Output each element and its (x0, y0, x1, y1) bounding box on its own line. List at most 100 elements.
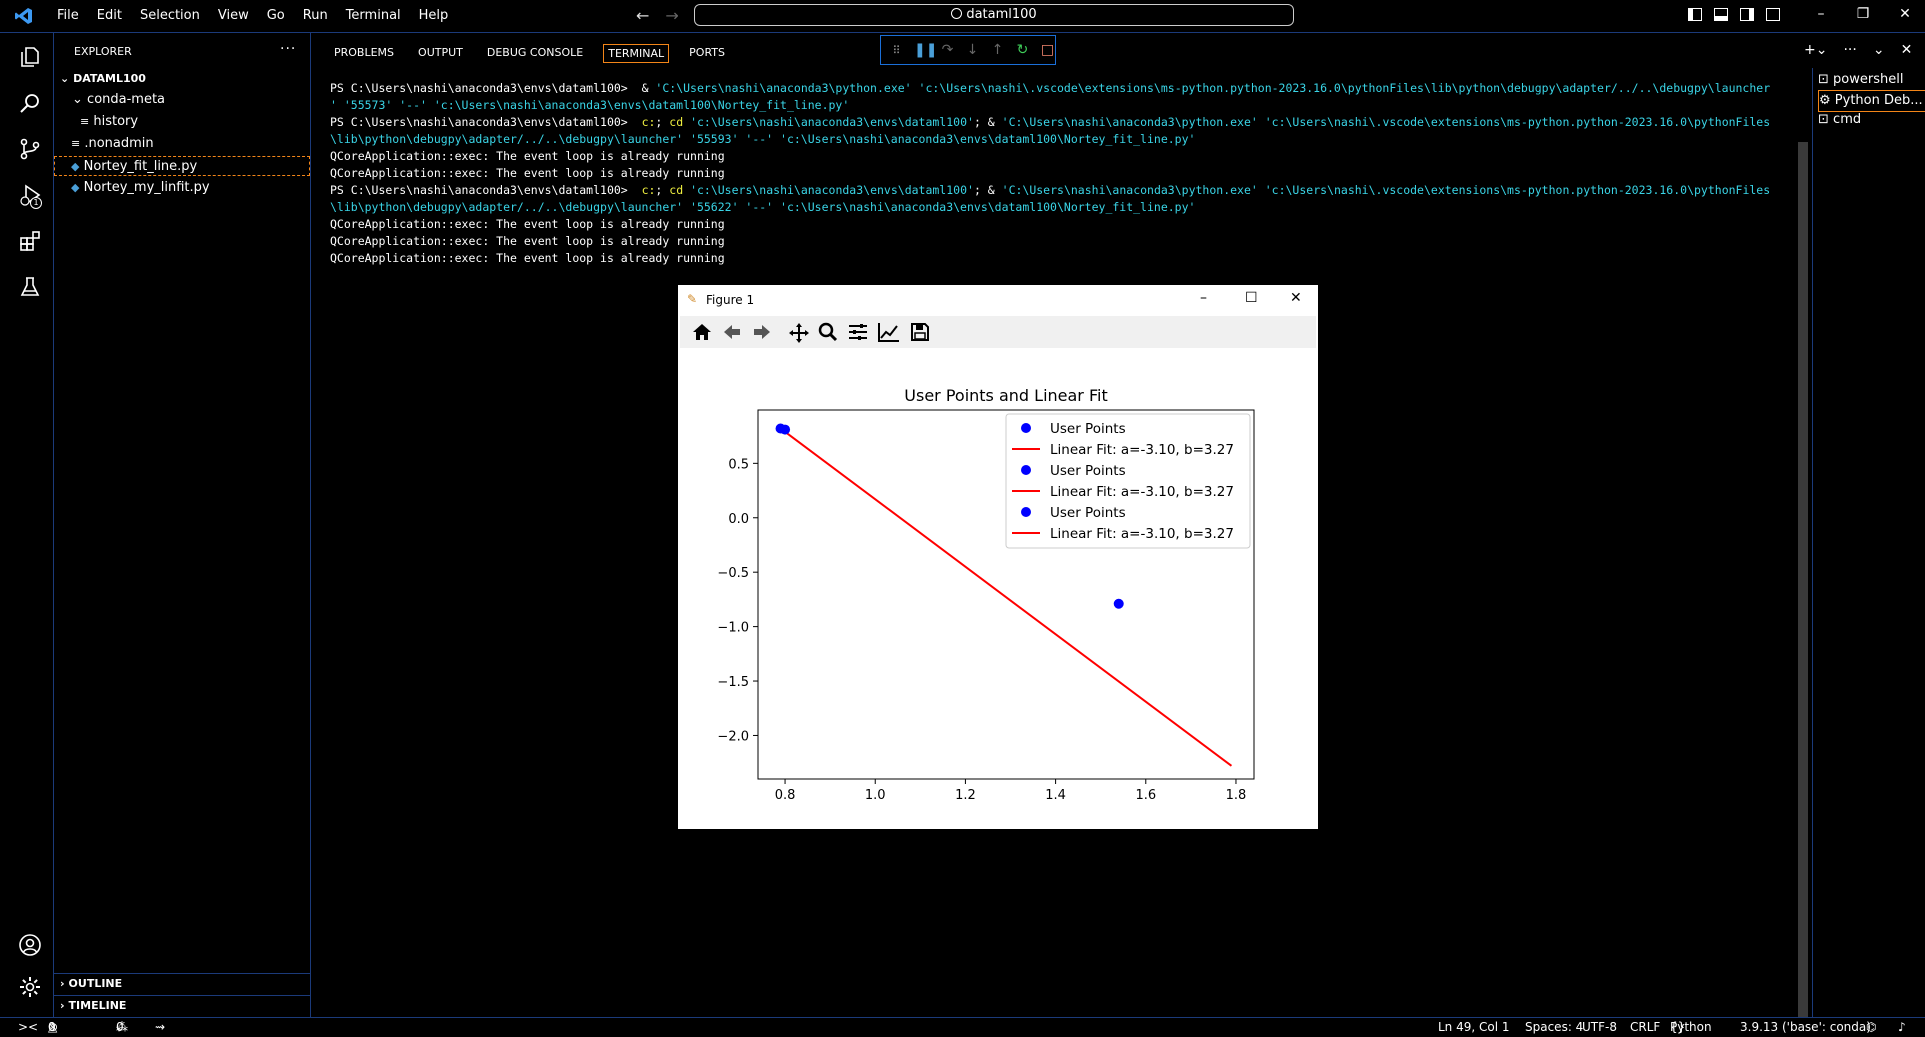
drag-handle-icon[interactable]: ⠿ (892, 43, 901, 57)
terminal-text: ' '55573' '--' 'c:\Users\nashi\anaconda3… (330, 98, 850, 112)
home-icon[interactable] (692, 322, 712, 342)
y-tick-label: −1.5 (717, 675, 749, 690)
menu-go[interactable]: Go (266, 8, 285, 23)
timeline-section[interactable]: › TIMELINE (54, 995, 310, 1016)
maximize-panel-icon[interactable]: ⌄ (1872, 42, 1885, 58)
terminal-item-powershell[interactable]: ⊡ powershell (1818, 70, 1925, 90)
save-icon[interactable] (910, 322, 930, 342)
stop-icon[interactable]: □ (1040, 42, 1055, 58)
debug-launch-icon[interactable]: ⇝ (155, 1020, 166, 1034)
back-arrow-icon[interactable]: ← (636, 6, 650, 25)
terminal-output[interactable]: PS C:\Users\nashi\anaconda3\envs\dataml1… (330, 80, 1790, 267)
notifications-bell-icon[interactable]: ♪ (1898, 1020, 1906, 1034)
figure-title: Figure 1 (706, 293, 755, 307)
legend-label: User Points (1050, 505, 1126, 521)
menu-view[interactable]: View (217, 8, 249, 23)
explorer-icon[interactable] (18, 45, 42, 69)
figure-titlebar: ✎ Figure 1 – ☐ ✕ (678, 285, 1318, 315)
terminal-line: QCoreApplication::exec: The event loop i… (330, 233, 1790, 250)
indentation[interactable]: Spaces: 4 (1525, 1020, 1584, 1034)
title-bar: File Edit Selection View Go Run Terminal… (0, 0, 1925, 33)
toggle-secondary-sidebar-icon[interactable] (1740, 8, 1754, 21)
forward-arrow-icon[interactable]: → (665, 6, 679, 25)
workspace-root-label: DATAML100 (73, 72, 146, 85)
terminal-line: QCoreApplication::exec: The event loop i… (330, 250, 1790, 267)
menu-edit[interactable]: Edit (96, 8, 122, 23)
copilot-icon[interactable]: ⌬ (1866, 1020, 1877, 1034)
x-tick-label: 1.2 (955, 788, 976, 803)
remote-indicator[interactable]: >< (18, 1020, 39, 1034)
terminal-line: QCoreApplication::exec: The event loop i… (330, 216, 1790, 233)
zoom-icon[interactable] (818, 322, 838, 342)
close-icon[interactable]: ✕ (1290, 290, 1302, 306)
back-arrow-icon[interactable] (722, 322, 742, 342)
minimize-icon[interactable]: – (1817, 6, 1825, 22)
maximize-icon[interactable]: ☐ (1245, 290, 1258, 306)
python-interpreter[interactable]: 3.9.13 ('base': conda) (1740, 1020, 1871, 1034)
configure-subplots-icon[interactable] (848, 322, 868, 342)
workspace-root[interactable]: ⌄ DATAML100 (54, 69, 310, 89)
menu-terminal[interactable]: Terminal (345, 8, 401, 23)
restart-icon[interactable]: ↻ (1016, 42, 1029, 58)
more-actions-icon[interactable]: ··· (1843, 42, 1857, 58)
step-out-icon[interactable]: ↑ (991, 42, 1004, 58)
pause-icon[interactable]: ❚❚ (914, 42, 938, 58)
close-panel-icon[interactable]: ✕ (1900, 42, 1913, 58)
customize-layout-icon[interactable] (1766, 8, 1780, 21)
new-terminal-icon[interactable]: +⌄ (1804, 42, 1828, 58)
tree-item-conda-meta[interactable]: ⌄ conda-meta (54, 90, 310, 110)
chart-title: User Points and Linear Fit (904, 386, 1107, 405)
menu-run[interactable]: Run (302, 8, 328, 23)
eol[interactable]: CRLF (1630, 1020, 1661, 1034)
settings-gear-icon[interactable] (18, 975, 42, 999)
run-debug-icon[interactable]: 1 (18, 183, 42, 209)
tab-terminal[interactable]: TERMINAL (603, 44, 670, 63)
source-control-icon[interactable] (18, 137, 42, 161)
menu-help[interactable]: Help (418, 8, 449, 23)
tab-output[interactable]: OUTPUT (418, 46, 463, 59)
window-controls: – ❐ ✕ (1800, 6, 1925, 22)
terminal-text: c: (641, 115, 656, 129)
tree-item-nortey-fit-line[interactable]: ◆ Nortey_fit_line.py (54, 156, 310, 176)
extensions-icon[interactable] (18, 229, 42, 253)
edit-axis-icon[interactable] (878, 322, 900, 342)
account-icon[interactable] (18, 933, 42, 957)
forward-arrow-icon[interactable] (752, 322, 772, 342)
terminal-text: ; (655, 183, 670, 197)
step-over-icon[interactable]: ↷ (941, 42, 954, 58)
tab-ports[interactable]: PORTS (689, 46, 725, 59)
close-icon[interactable]: ✕ (1899, 6, 1911, 22)
terminal-prompt: PS C:\Users\nashi\anaconda3\envs\dataml1… (330, 81, 642, 95)
terminal-line: \lib\python\debugpy\adapter/../..\debugp… (330, 131, 1790, 148)
testing-icon[interactable] (18, 275, 42, 299)
file-lines-icon: ≡ (80, 115, 90, 128)
step-into-icon[interactable]: ↓ (966, 42, 979, 58)
encoding[interactable]: UTF-8 (1582, 1020, 1617, 1034)
tree-item-nortey-my-linfit[interactable]: ◆ Nortey_my_linfit.py (54, 178, 310, 198)
tab-debug-console[interactable]: DEBUG CONSOLE (486, 46, 584, 59)
command-center-search[interactable]: dataml100 (694, 4, 1294, 26)
menu-selection[interactable]: Selection (139, 8, 200, 23)
tree-item-history[interactable]: ≡ history (54, 112, 310, 132)
tree-item-nonadmin[interactable]: ≡ .nonadmin (54, 134, 310, 154)
more-actions-icon[interactable]: ··· (280, 41, 297, 57)
toggle-panel-icon[interactable] (1714, 8, 1728, 21)
search-icon[interactable] (18, 91, 42, 115)
tab-problems[interactable]: PROBLEMS (334, 46, 395, 59)
restore-icon[interactable]: ❐ (1856, 6, 1870, 22)
warning-icon: △ (48, 1020, 58, 1034)
outline-section[interactable]: › OUTLINE (54, 973, 310, 994)
braces-icon: {} (1670, 1020, 1686, 1034)
y-tick-label: 0.0 (728, 512, 749, 527)
minimize-icon[interactable]: – (1200, 290, 1207, 306)
terminal-item-cmd[interactable]: ⊡ cmd (1818, 110, 1925, 130)
terminal-scrollbar[interactable] (1798, 142, 1808, 1017)
terminal-icon: ⊡ (1818, 112, 1829, 127)
terminal-item-python-debug[interactable]: ⚙ Python Deb... (1818, 90, 1925, 112)
menu-file[interactable]: File (57, 8, 79, 23)
cursor-position[interactable]: Ln 49, Col 1 (1438, 1020, 1510, 1034)
chevron-down-icon: ⌄ (72, 92, 83, 107)
pan-icon[interactable] (788, 322, 810, 344)
toggle-primary-sidebar-icon[interactable] (1688, 8, 1702, 21)
data-point (1113, 598, 1124, 609)
